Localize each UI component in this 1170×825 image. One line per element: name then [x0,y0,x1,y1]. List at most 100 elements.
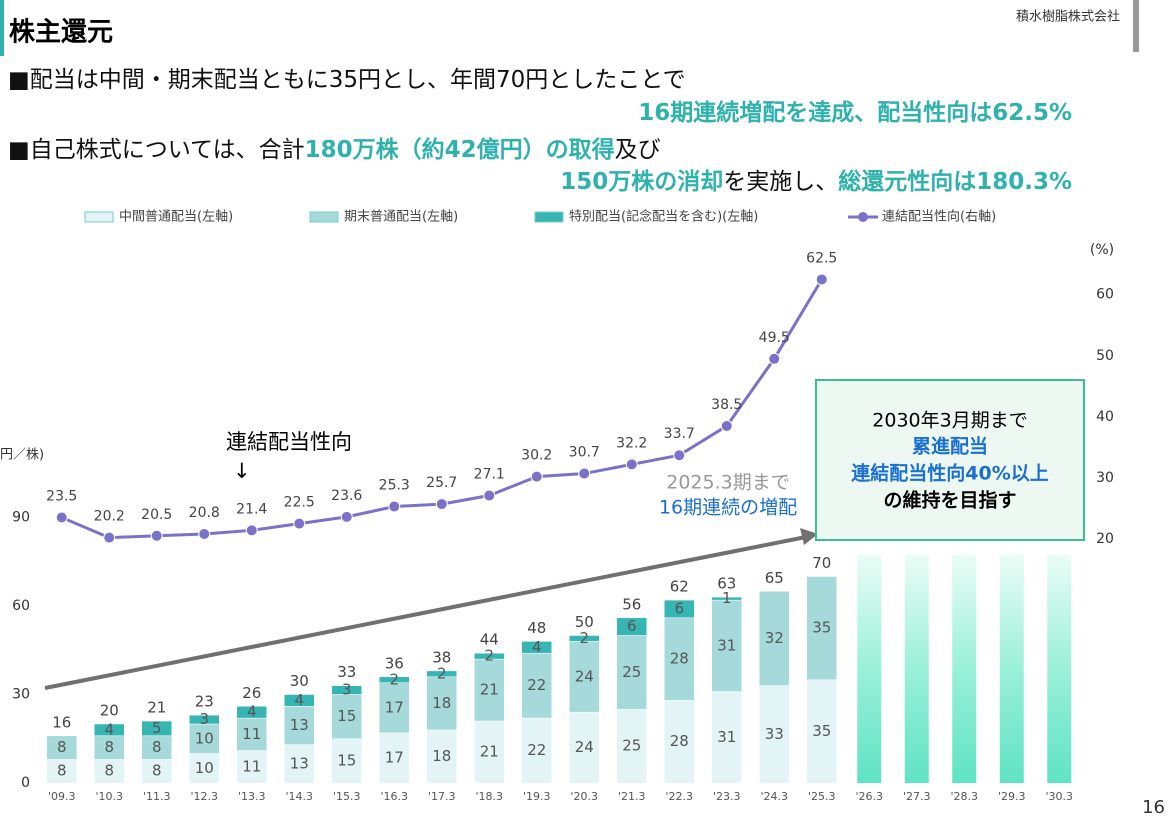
total-label: 65 [765,569,784,587]
total-label: 70 [812,554,831,572]
y2-tick-label: 40 [1096,409,1114,425]
total-label: 21 [147,699,166,717]
x-tick-label: '22.3 [665,790,693,803]
total-label: 20 [100,702,119,720]
future-bar [857,555,882,783]
bar-segment [759,591,790,686]
bar-segment [664,599,695,619]
ratio-point [340,510,353,523]
bar-segment [331,694,362,739]
bar-segment [426,670,457,678]
bar-segment [569,635,600,642]
ratio-point [673,449,686,462]
y2-tick-label: 30 [1096,470,1114,486]
ratio-point [388,500,401,513]
bar-segment [284,706,315,745]
ratio-label: 23.6 [331,488,362,504]
ratio-label: 23.5 [46,489,77,505]
bar-segment [379,676,410,683]
segment-label: 13 [290,754,309,772]
total-label: 63 [717,575,736,593]
segment-label: 28 [670,650,689,668]
segment-label: 4 [104,720,114,738]
ratio-point [55,511,68,524]
ratio-point [103,531,116,544]
ratio-label: 30.7 [569,445,600,461]
segment-label: 33 [765,725,784,743]
ratio-point [578,467,591,480]
segment-label: 17 [385,748,404,766]
segment-label: 2 [484,647,494,665]
bullet: 150万株の消却を実施し、総還元性向は180.3% [560,168,1072,195]
x-tick-label: '12.3 [190,790,218,803]
bullet: ■配当は中間・期末配当ともに35円とし、年間70円としたことで [8,67,686,93]
total-label: 36 [385,654,404,672]
segment-label: 6 [674,599,684,617]
segment-label: 21 [480,681,499,699]
ratio-point [815,273,828,286]
future-bar [999,555,1024,783]
bar-segment [474,720,505,784]
total-label: 38 [432,648,451,666]
x-tick-label: '21.3 [618,790,646,803]
goal-text: の維持を目指す [883,489,1016,512]
segment-label: 6 [627,617,637,635]
x-tick-label: '29.3 [998,790,1026,803]
segment-label: 15 [337,707,356,725]
ratio-point [483,489,496,502]
segment-label: 8 [57,738,67,756]
x-tick-label: '16.3 [380,790,408,803]
x-tick-label: '15.3 [333,790,361,803]
segment-label: 8 [104,738,114,756]
ratio-label: 32.2 [616,435,647,451]
total-label: 56 [622,595,641,613]
ratio-point [530,470,543,483]
ratio-label: 27.1 [474,467,505,483]
segment-label: 13 [290,716,309,734]
bar-segment [806,576,837,680]
legend-swatch [858,212,868,222]
ratio-label: 38.5 [711,397,742,413]
segment-label: 8 [152,738,162,756]
bar-segment [379,732,410,784]
ratio-point [198,527,211,540]
y2-tick-label: 20 [1096,531,1114,547]
bar-segment [189,753,220,784]
segment-label: 24 [575,667,594,685]
ratio-label: 21.4 [236,501,267,517]
bullet: ■自己株式については、合計180万株（約42億円）の取得及び [8,136,661,163]
annotation: 2025.3期まで [666,472,789,494]
y-tick-label: 30 [12,687,30,703]
x-tick-label: '30.3 [1045,790,1073,803]
segment-label: 32 [765,629,784,647]
legend-label: 連結配当性向(右軸) [882,209,996,225]
future-bar [1047,555,1072,783]
bar-segment [426,729,457,784]
segment-label: 35 [812,619,831,637]
y-tick-label: 90 [12,510,30,526]
goal-text: 累進配当 [912,435,988,458]
bar-segment [284,744,315,784]
bullet: 16期連続増配を達成、配当性向は62.5% [638,99,1072,126]
goal-text: 連結配当性向40%以上 [851,462,1048,485]
segment-label: 35 [812,722,831,740]
bar-segment [521,652,552,719]
y2-tick-label: 50 [1096,348,1114,364]
segment-label: 22 [527,741,546,759]
title: 株主還元 [9,18,113,48]
ratio-point [768,352,781,365]
total-label: 30 [290,672,309,690]
bar-segment [711,599,742,692]
future-bar [904,555,929,783]
bar-segment [189,714,220,725]
ratio-point [625,458,638,471]
ratio-label: 25.3 [379,478,410,494]
annotation: 連結配当性向 [226,430,352,454]
x-tick-label: '11.3 [143,790,171,803]
segment-label: 8 [152,762,162,780]
segment-label: 15 [337,751,356,769]
total-label: 16 [52,713,71,731]
x-tick-label: '26.3 [855,790,883,803]
title-accent [0,0,4,56]
